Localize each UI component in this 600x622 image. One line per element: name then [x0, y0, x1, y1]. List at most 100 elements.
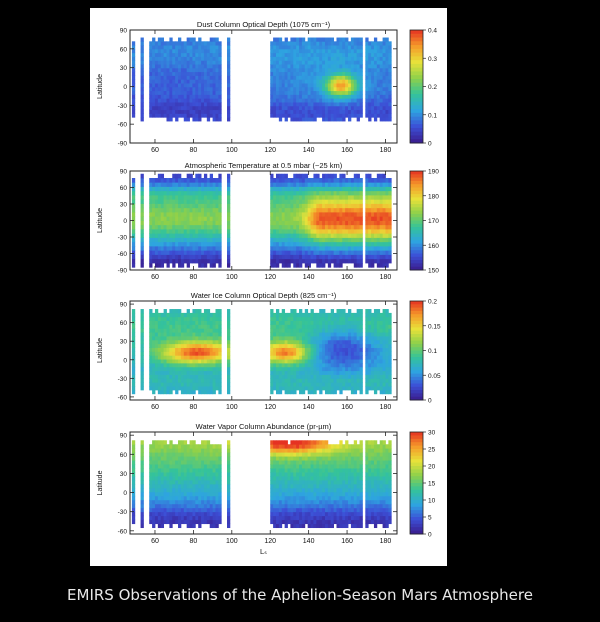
heatmap-cell — [160, 182, 165, 187]
heatmap-cell — [206, 316, 211, 321]
heatmap-cell — [371, 332, 375, 337]
heatmap-cell — [327, 86, 332, 92]
heatmap-cell — [290, 207, 294, 213]
heatmap-cell — [365, 355, 369, 360]
heatmap-cell — [299, 389, 303, 395]
heatmap-cell — [373, 233, 378, 238]
heatmap-cell — [212, 109, 216, 114]
heatmap-cell — [215, 332, 219, 337]
heatmap-cell — [163, 48, 167, 54]
heatmap-cell — [212, 312, 216, 318]
heatmap-cell — [385, 258, 389, 264]
heatmap-cell — [183, 440, 188, 445]
heatmap-cell — [218, 60, 222, 65]
heatmap-cell — [215, 362, 219, 368]
heatmap-cell — [376, 339, 381, 345]
heatmap-cell — [324, 386, 329, 391]
heatmap-cell — [299, 332, 303, 337]
heatmap-cell — [301, 212, 306, 217]
heatmap-cell — [359, 389, 363, 395]
heatmap-cell — [313, 370, 317, 375]
heatmap-cell — [131, 382, 136, 387]
heatmap-cell — [273, 328, 277, 333]
x-tick-label: 180 — [380, 274, 392, 281]
heatmap-cell — [310, 374, 314, 379]
heatmap-cell — [350, 75, 355, 80]
heatmap-cell — [175, 246, 179, 251]
heatmap-cell — [273, 229, 277, 234]
heatmap-cell — [140, 382, 144, 387]
heatmap-cell — [195, 199, 199, 204]
heatmap-cell — [388, 355, 392, 360]
heatmap-cell — [382, 79, 386, 84]
heatmap-cell — [183, 186, 188, 192]
heatmap-cell — [186, 79, 190, 84]
heatmap-cell — [270, 309, 274, 314]
heatmap-cell — [290, 190, 294, 196]
heatmap-cell — [198, 117, 202, 122]
heatmap-cell — [169, 75, 173, 80]
heatmap-cell — [316, 229, 320, 234]
heatmap-cell — [163, 511, 167, 517]
heatmap-cell — [180, 487, 185, 493]
heatmap-cell — [371, 212, 375, 217]
heatmap-cell — [175, 339, 179, 345]
heatmap-cell — [198, 250, 202, 255]
heatmap-cell — [368, 48, 372, 54]
heatmap-cell — [333, 332, 337, 337]
heatmap-cell — [376, 83, 381, 88]
heatmap-cell — [385, 382, 389, 387]
heatmap-cell — [333, 374, 337, 379]
heatmap-cell — [273, 355, 277, 360]
heatmap-cell — [172, 64, 176, 69]
heatmap-cell — [189, 241, 193, 247]
heatmap-cell — [178, 98, 182, 103]
heatmap-cell — [157, 499, 162, 505]
heatmap-cell — [160, 41, 165, 46]
heatmap-cell — [296, 347, 300, 352]
heatmap-cell — [183, 328, 188, 333]
heatmap-cell — [313, 56, 317, 61]
heatmap-cell — [284, 339, 288, 345]
heatmap-cell — [339, 94, 343, 99]
heatmap-cell — [275, 382, 280, 387]
heatmap-cell — [180, 359, 185, 364]
heatmap-cell — [275, 105, 280, 111]
heatmap-cell — [388, 246, 392, 251]
heatmap-cell — [166, 444, 170, 449]
heatmap-cell — [359, 90, 363, 95]
heatmap-cell — [359, 190, 363, 196]
heatmap-cell — [175, 105, 179, 111]
heatmap-cell — [183, 483, 188, 489]
heatmap-cell — [270, 190, 274, 196]
heatmap-cell — [356, 370, 360, 375]
heatmap-cell — [215, 233, 219, 238]
heatmap-cell — [163, 336, 167, 341]
heatmap-cell — [339, 83, 343, 88]
heatmap-cell — [186, 45, 190, 50]
heatmap-cell — [175, 64, 179, 69]
heatmap-cell — [293, 173, 297, 179]
heatmap-cell — [373, 324, 378, 329]
heatmap-cell — [313, 79, 317, 84]
heatmap-cell — [154, 464, 159, 469]
heatmap-cell — [178, 199, 182, 204]
heatmap-cell — [154, 60, 159, 65]
heatmap-cell — [322, 186, 326, 192]
heatmap-cell — [178, 64, 182, 69]
heatmap-cell — [336, 203, 340, 209]
heatmap-cell — [365, 258, 369, 264]
heatmap-cell — [376, 336, 381, 341]
heatmap-cell — [339, 233, 343, 238]
heatmap-cell — [284, 79, 288, 84]
heatmap-cell — [180, 246, 185, 251]
heatmap-cell — [339, 309, 343, 314]
heatmap-cell — [345, 45, 349, 50]
heatmap-cell — [301, 41, 306, 46]
heatmap-cell — [382, 203, 386, 209]
heatmap-cell — [290, 224, 294, 230]
heatmap-cell — [195, 186, 199, 192]
heatmap-cell — [327, 258, 332, 264]
heatmap-cell — [149, 105, 153, 111]
heatmap-cell — [342, 48, 346, 54]
